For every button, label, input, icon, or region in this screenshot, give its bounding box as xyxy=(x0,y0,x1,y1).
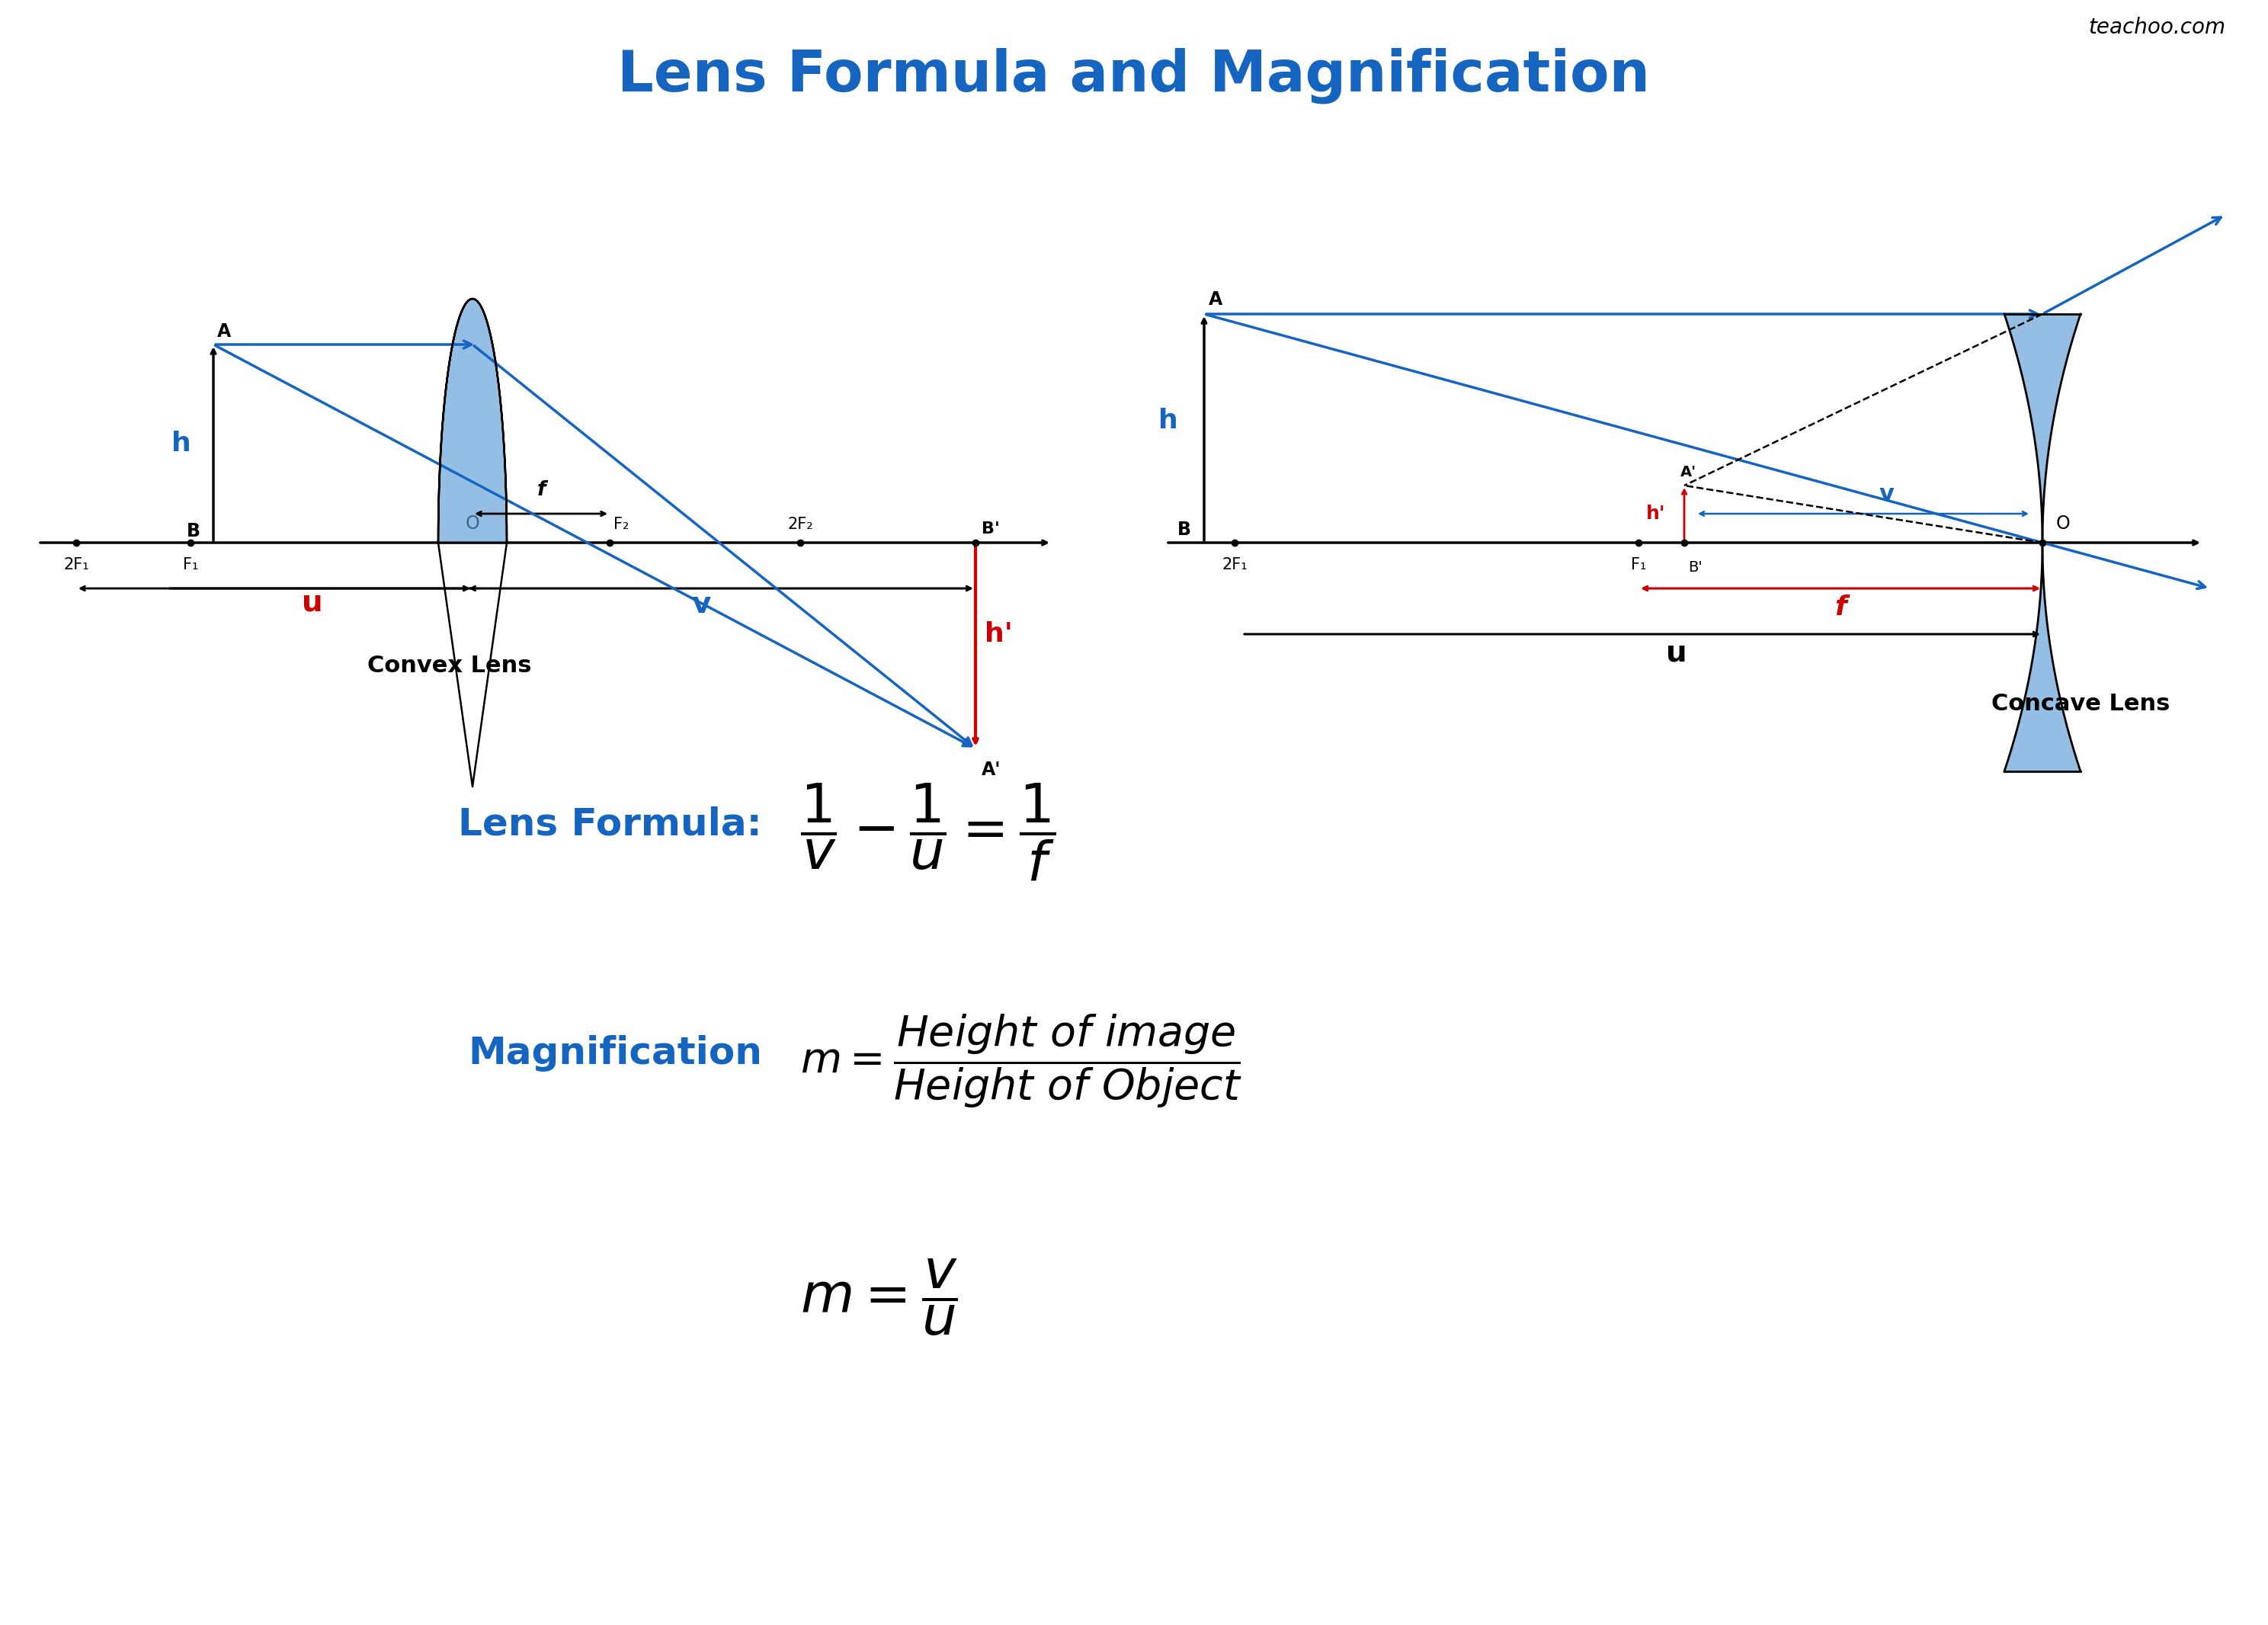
Text: B: B xyxy=(186,522,200,541)
Text: h': h' xyxy=(1647,505,1665,523)
Text: 2F₁: 2F₁ xyxy=(64,557,88,572)
Text: A: A xyxy=(218,322,231,341)
Text: teachoo.com: teachoo.com xyxy=(2089,16,2225,37)
Text: f: f xyxy=(1835,595,1846,621)
Text: u: u xyxy=(1667,639,1687,666)
Text: h: h xyxy=(172,431,191,457)
Text: f: f xyxy=(538,479,547,500)
Text: O: O xyxy=(465,515,479,533)
Text: B': B' xyxy=(1687,561,1703,575)
Text: 2F₁: 2F₁ xyxy=(1222,557,1247,572)
Text: A': A' xyxy=(1681,465,1696,479)
Text: Concave Lens: Concave Lens xyxy=(1991,692,2170,715)
Text: F₂: F₂ xyxy=(612,517,628,531)
Text: B: B xyxy=(1177,520,1191,540)
Text: F₁: F₁ xyxy=(1631,557,1647,572)
Text: A: A xyxy=(1209,291,1222,309)
Polygon shape xyxy=(2005,314,2080,772)
Text: 2F₂: 2F₂ xyxy=(787,517,812,531)
Text: $m = \dfrac{v}{u}$: $m = \dfrac{v}{u}$ xyxy=(801,1258,957,1337)
Text: Lens Formula:: Lens Formula: xyxy=(458,806,762,843)
Polygon shape xyxy=(438,299,506,543)
Text: O: O xyxy=(2057,515,2071,533)
Text: h': h' xyxy=(984,621,1014,647)
Text: F₁: F₁ xyxy=(184,557,197,572)
Text: h: h xyxy=(1159,408,1177,434)
Text: $\dfrac{1}{v} - \dfrac{1}{u} = \dfrac{1}{f}$: $\dfrac{1}{v} - \dfrac{1}{u} = \dfrac{1}… xyxy=(801,782,1057,882)
Text: u: u xyxy=(302,588,322,618)
Text: A': A' xyxy=(982,761,1000,778)
Text: v: v xyxy=(692,590,710,619)
Text: v: v xyxy=(1878,483,1894,505)
Text: Magnification: Magnification xyxy=(467,1035,762,1071)
Text: Lens Formula and Magnification: Lens Formula and Magnification xyxy=(617,47,1651,104)
Text: $m = \dfrac{\mathit{Height\ of\ image}}{\mathit{Height\ of\ Object}}$: $m = \dfrac{\mathit{Height\ of\ image}}{… xyxy=(801,1012,1243,1110)
Text: B': B' xyxy=(982,522,1000,536)
Text: Convex Lens: Convex Lens xyxy=(367,655,531,678)
